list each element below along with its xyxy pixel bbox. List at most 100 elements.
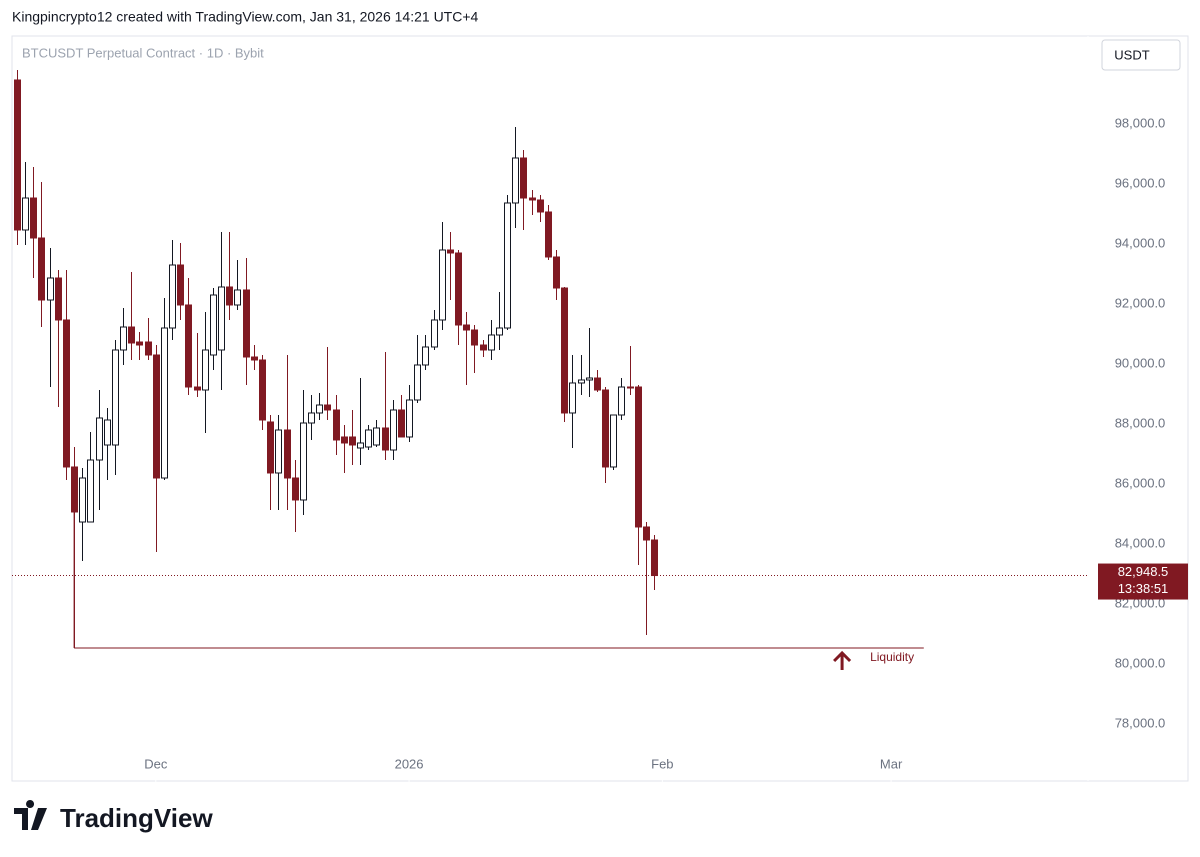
candle-body	[357, 442, 364, 449]
candle-body	[447, 249, 454, 254]
candle-body	[618, 386, 625, 416]
candle-body	[390, 409, 397, 451]
candle-body	[316, 404, 323, 414]
candle-body	[30, 197, 37, 239]
candle-body	[87, 459, 94, 523]
candle-body	[651, 539, 658, 577]
x-tick-label: Mar	[880, 756, 903, 771]
candle-body	[578, 379, 585, 384]
candle-body	[602, 389, 609, 468]
candle-body	[226, 286, 233, 306]
candle-body	[512, 157, 519, 204]
candle-body	[63, 319, 70, 468]
y-tick-label: 98,000.0	[1115, 115, 1166, 130]
liquidity-label: Liquidity	[870, 650, 914, 664]
header: Kingpincrypto12 created with TradingView…	[12, 9, 479, 25]
candle-body	[529, 197, 536, 201]
candle-body	[275, 429, 282, 474]
candle-body	[284, 429, 291, 479]
candle-body	[455, 252, 462, 326]
brand-logo: TradingView	[14, 800, 213, 833]
candle-body	[643, 526, 650, 541]
candle-body	[202, 349, 209, 391]
liquidity-arrow	[833, 650, 852, 671]
candle-body	[218, 286, 225, 351]
candle-body	[177, 264, 184, 306]
candle-body	[480, 344, 487, 351]
candle-body	[47, 277, 54, 301]
x-tick-label: Feb	[651, 756, 673, 771]
candle-body	[145, 341, 152, 356]
candle-body	[259, 359, 266, 421]
candle-body	[439, 249, 446, 321]
candle-body	[267, 421, 274, 474]
candle-body	[194, 386, 201, 391]
candle-body	[431, 319, 438, 348]
candle-body	[504, 202, 511, 329]
price-tag	[1098, 563, 1188, 600]
candle-body	[128, 326, 135, 344]
candle-body	[610, 414, 617, 468]
y-tick-label: 80,000.0	[1115, 655, 1166, 670]
candle-body	[545, 211, 552, 258]
price-countdown: 13:38:51	[1118, 581, 1169, 596]
y-tick-label: 94,000.0	[1115, 235, 1166, 250]
candle-body	[185, 304, 192, 388]
y-tick-label: 84,000.0	[1115, 535, 1166, 550]
x-tick-label: Dec	[144, 756, 168, 771]
candle-body	[71, 466, 78, 513]
candle-body	[422, 346, 429, 366]
candle-body	[300, 422, 307, 501]
candle-body	[234, 289, 241, 306]
candle-body	[112, 349, 119, 446]
candle-body	[308, 412, 315, 424]
candle-body	[586, 377, 593, 381]
candle-body	[292, 477, 299, 501]
candle-body	[14, 79, 21, 231]
y-tick-label: 90,000.0	[1115, 355, 1166, 370]
candle-body	[594, 377, 601, 391]
candle-body	[161, 327, 168, 479]
x-tick-label: 2026	[395, 756, 424, 771]
currency: USDT	[1114, 47, 1149, 62]
y-tick-label: 86,000.0	[1115, 475, 1166, 490]
candle-body	[55, 277, 62, 321]
candle-body	[553, 256, 560, 289]
candle-body	[341, 436, 348, 444]
candle-body	[398, 409, 405, 438]
candle-body	[324, 404, 331, 411]
chart-pane	[11, 35, 1189, 782]
candle-body	[136, 341, 143, 346]
candle-body	[520, 157, 527, 199]
currency-box[interactable]	[1101, 39, 1181, 71]
candle-body	[104, 419, 111, 446]
candle-body	[471, 329, 478, 346]
candle-body	[243, 289, 250, 358]
candle-body	[414, 364, 421, 401]
candle-body	[635, 386, 642, 528]
candle-body	[96, 417, 103, 461]
candle-body	[210, 294, 217, 356]
y-tick-label: 78,000.0	[1115, 715, 1166, 730]
candle-body	[406, 399, 413, 438]
brand: TradingView	[60, 803, 213, 833]
candle-body	[333, 409, 340, 441]
candle-body	[251, 356, 258, 361]
candle-body	[488, 334, 495, 351]
chart-title: BTCUSDT Perpetual Contract · 1D · Bybit	[22, 45, 264, 60]
y-tick-label: 92,000.0	[1115, 295, 1166, 310]
candle-body	[22, 197, 29, 231]
candle-body	[120, 326, 127, 351]
price-tag-label: 82,948.5	[1118, 564, 1169, 579]
candle-body	[496, 327, 503, 336]
candle-body	[463, 324, 470, 331]
candle-body	[373, 427, 380, 446]
candle-body	[365, 429, 372, 448]
candle-body	[537, 199, 544, 213]
candle-body	[382, 427, 389, 451]
y-tick-label: 96,000.0	[1115, 175, 1166, 190]
candle-body	[79, 477, 86, 523]
candle-body	[349, 436, 356, 446]
